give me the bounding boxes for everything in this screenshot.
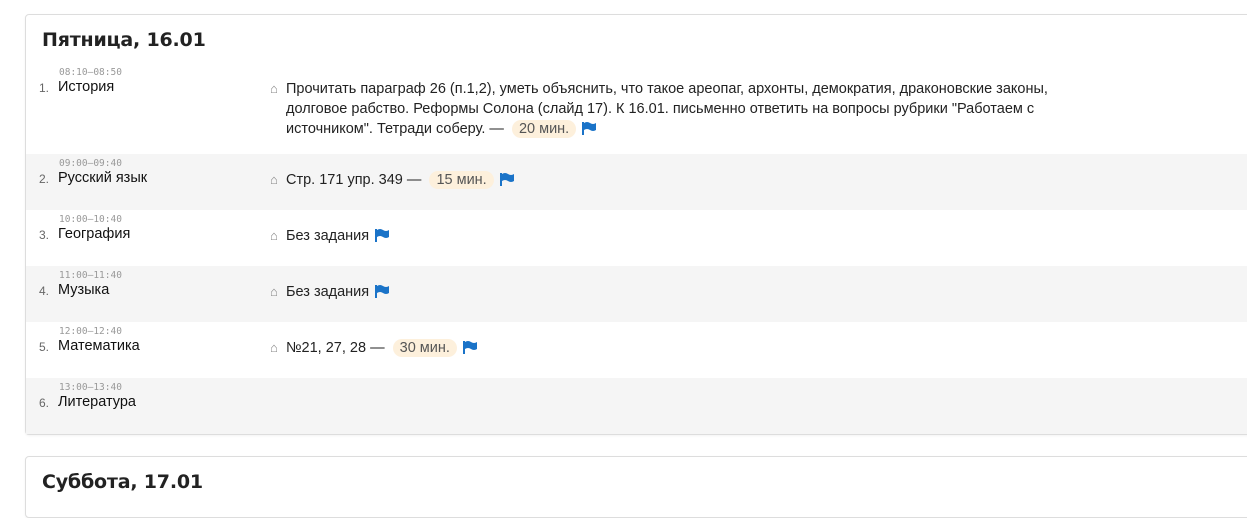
lesson-number: 1. [39,81,50,95]
lesson-number: 5. [39,340,50,354]
homework: ⌂ Прочитать параграф 26 (п.1,2), уметь об… [270,79,1096,141]
lesson-number: 3. [39,228,50,242]
duration-badge: 30 мин. [392,339,457,357]
lesson-subject[interactable]: Русский язык [58,170,148,186]
home-icon: ⌂ [270,81,278,96]
homework: ⌂ Без задания [270,282,1096,304]
flag-icon[interactable] [499,172,514,192]
lesson-row: 09:00–09:40 2. Русский язык ⌂ Стр. 171 упр. … [26,154,1247,210]
day-title: Суббота, 17.01 [42,471,203,493]
day-card-friday: Пятница, 16.01 08:10–08:50 1. История ⌂ Проч… [25,14,1247,435]
lesson-subject[interactable]: Математика [58,338,140,354]
lesson-row: 13:00–13:40 6. Литература [26,378,1247,434]
home-icon: ⌂ [270,172,278,187]
flag-icon[interactable] [582,121,597,141]
homework-text: №21, 27, 28 [286,340,367,356]
homework: ⌂ №21, 27, 28 — 30 мин. [270,338,1096,360]
lesson-row: 10:00–10:40 3. География ⌂ Без задания [26,210,1247,266]
lesson-subject[interactable]: География [58,226,131,242]
homework-text: Прочитать параграф 26 (п.1,2), уметь объ… [286,81,1048,137]
duration-badge: 20 мин. [511,120,577,138]
lesson-number: 4. [39,284,50,298]
day-card-saturday: Суббота, 17.01 [25,456,1247,518]
lesson-subject[interactable]: Литература [58,394,136,410]
home-icon: ⌂ [270,340,278,355]
lesson-subject[interactable]: Музыка [58,282,110,298]
lesson-row: 12:00–12:40 5. Математика ⌂ №21, 27, 28 — 30… [26,322,1247,378]
lesson-row: 11:00–11:40 4. Музыка ⌂ Без задания [26,266,1247,322]
home-icon: ⌂ [270,228,278,243]
homework: ⌂ Без задания [270,226,1096,248]
day-title: Пятница, 16.01 [42,29,206,51]
lesson-time: 12:00–12:40 [59,326,122,337]
homework-text: Без задания [286,284,370,300]
lesson-time: 13:00–13:40 [59,382,122,393]
lesson-row: 08:10–08:50 1. История ⌂ Прочитать параграф … [26,63,1247,154]
homework-text: Стр. 171 упр. 349 [286,172,403,188]
lesson-time: 11:00–11:40 [59,270,122,281]
home-icon: ⌂ [270,284,278,299]
lesson-time: 09:00–09:40 [59,158,122,169]
flag-icon[interactable] [462,340,477,360]
lesson-time: 08:10–08:50 [59,67,122,78]
dash: — [489,121,504,137]
lesson-number: 6. [39,396,50,410]
dash: — [406,172,422,188]
homework: ⌂ Стр. 171 упр. 349 — 15 мин. [270,170,1096,192]
flag-icon[interactable] [375,228,390,248]
lesson-subject[interactable]: История [58,79,115,95]
lesson-number: 2. [39,172,50,186]
dash: — [370,340,385,356]
lesson-time: 10:00–10:40 [59,214,122,225]
duration-badge: 15 мин. [429,171,494,189]
flag-icon[interactable] [375,284,390,304]
homework-text: Без задания [286,228,370,244]
